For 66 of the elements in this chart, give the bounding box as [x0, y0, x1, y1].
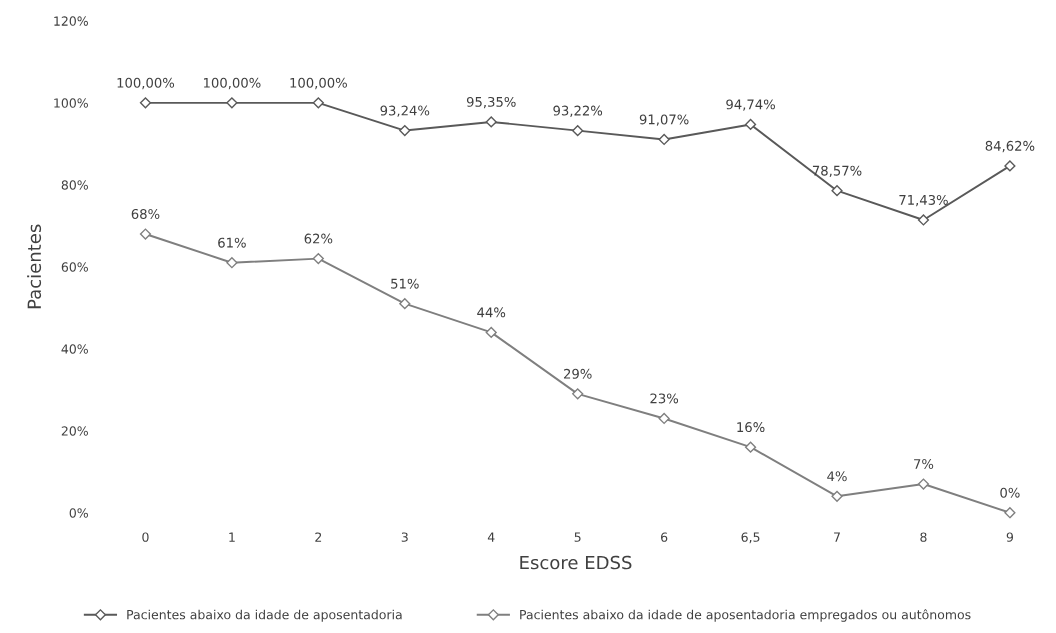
legend-label: Pacientes abaixo da idade de aposentadoria empregados ou autônomos: [520, 609, 971, 622]
x-tick-label: 0: [142, 532, 149, 542]
point: [744, 118, 757, 131]
data-label: 91,07%: [639, 114, 689, 126]
data-label: 51%: [391, 278, 419, 289]
data-label: 4%: [827, 471, 847, 482]
point: [572, 125, 584, 137]
point: [139, 228, 152, 240]
point: [658, 412, 670, 425]
data-label: 7%: [914, 459, 934, 469]
x-tick-label: 5: [574, 532, 581, 542]
data-label: 100,00%: [290, 77, 347, 90]
legend-label: Pacientes abaixo da idade de aposentadoria: [127, 609, 402, 622]
point: [1004, 160, 1016, 172]
x-tick-label: 4: [487, 532, 495, 542]
data-label: 95,35%: [466, 96, 516, 109]
point: [917, 478, 930, 490]
x-tick-label: 1: [229, 532, 235, 542]
point: [226, 97, 238, 109]
y-tick-label: 20%: [61, 426, 88, 436]
data-label: 71,43%: [899, 194, 948, 207]
point: [485, 326, 497, 338]
x-tick-label: 9: [1006, 532, 1013, 542]
data-label: 78,57%: [812, 165, 862, 177]
data-label: 0%: [1000, 487, 1020, 498]
y-axis-title: Pacientes: [27, 224, 42, 309]
point: [485, 116, 497, 128]
x-tick-label: 6,5: [741, 532, 760, 544]
point: [312, 97, 324, 109]
data-label: 100,00%: [117, 77, 175, 90]
point: [399, 124, 411, 137]
data-label: 16%: [737, 422, 765, 433]
data-label: 61%: [218, 237, 246, 248]
point: [658, 133, 670, 146]
y-tick-label: 60%: [61, 262, 88, 272]
point: [831, 185, 843, 197]
data-label: 100,00%: [204, 77, 261, 90]
y-tick-label: 120%: [54, 16, 88, 26]
data-label: 29%: [563, 368, 592, 379]
data-label: 68%: [131, 208, 160, 219]
point: [226, 257, 238, 269]
point: [831, 490, 843, 502]
data-label: 62%: [304, 233, 333, 244]
x-tick-label: 7: [834, 532, 840, 542]
point: [399, 298, 411, 310]
data-label: 44%: [477, 307, 506, 318]
data-label: 94,74%: [726, 99, 775, 111]
x-tick-label: 8: [920, 532, 927, 542]
point: [1004, 507, 1016, 519]
point: [572, 388, 584, 400]
point: [744, 441, 757, 453]
x-tick-label: 3: [401, 532, 408, 542]
y-tick-label: 0%: [69, 508, 88, 518]
y-tick-label: 80%: [61, 180, 88, 190]
point: [139, 97, 152, 109]
x-axis-title: Escore EDSS: [520, 555, 632, 570]
data-label: 93,24%: [380, 105, 430, 117]
data-label: 84,62%: [985, 140, 1035, 153]
data-label: 93,22%: [553, 105, 603, 117]
point: [917, 214, 930, 226]
x-tick-label: 2: [315, 532, 322, 542]
y-tick-label: 40%: [61, 344, 88, 354]
point: [312, 253, 324, 265]
y-tick-label: 100%: [54, 98, 88, 108]
x-tick-label: 6: [661, 532, 668, 542]
data-label: 23%: [650, 393, 679, 404]
